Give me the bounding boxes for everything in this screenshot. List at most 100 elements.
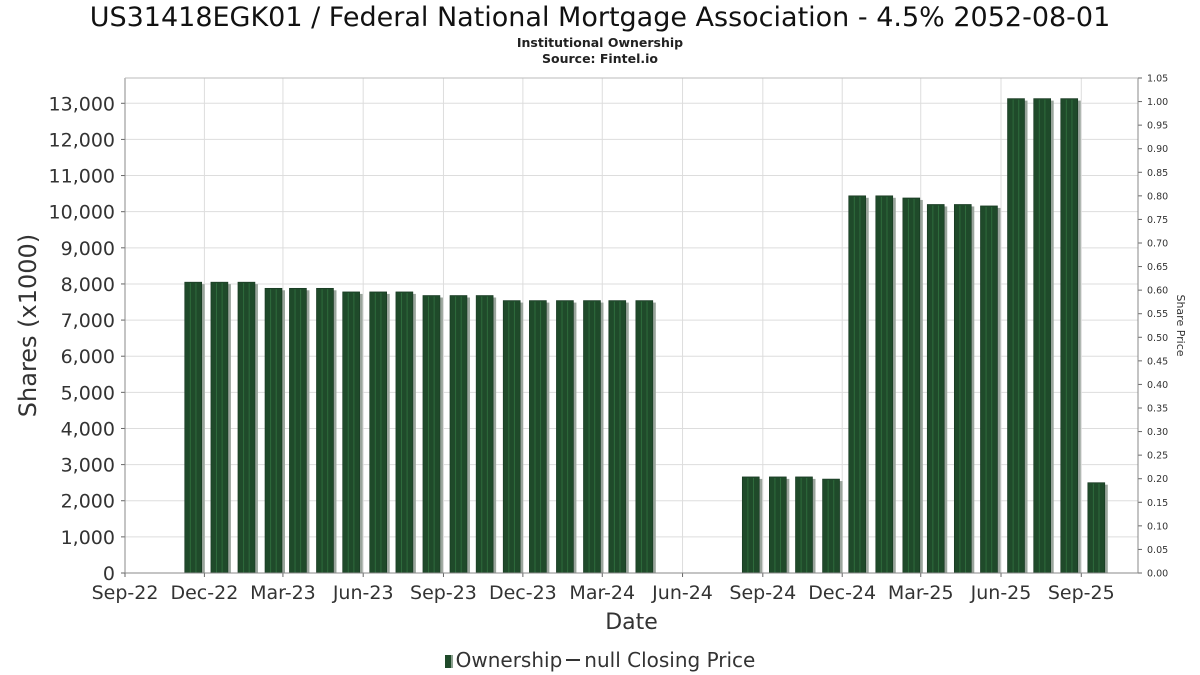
y2-tick-label: 1.00	[1147, 97, 1168, 108]
y-tick-label: 1,000	[61, 527, 115, 549]
ownership-bar	[529, 300, 550, 574]
chart-title: US31418EGK01 / Federal National Mortgage…	[89, 2, 1111, 33]
y2-axis-title: Share Price	[1174, 294, 1187, 356]
bar-body	[395, 291, 414, 574]
bar-body	[556, 300, 574, 574]
bar-body	[1007, 98, 1025, 574]
bar-body	[822, 478, 840, 574]
bar-body	[875, 195, 894, 574]
price-legend-swatch	[566, 659, 581, 661]
y-tick-label: 13,000	[49, 93, 115, 115]
x-tick-label: Sep-25	[1048, 582, 1115, 604]
y2-tick-label: 0.40	[1147, 380, 1168, 391]
y-axis-title: Shares (x1000)	[14, 234, 42, 417]
y2-tick-label: 0.10	[1147, 521, 1168, 532]
bar-body	[926, 204, 945, 574]
ownership-bar	[608, 300, 629, 574]
bar-body	[608, 300, 627, 574]
bar-body	[264, 287, 283, 574]
y-tick-label: 9,000	[61, 238, 115, 260]
ownership-bar	[848, 195, 869, 574]
ownership-bar	[635, 300, 656, 574]
ownership-bar	[926, 204, 948, 574]
bar-body	[635, 300, 654, 574]
bar-body	[475, 295, 494, 574]
ownership-bar	[449, 295, 470, 574]
x-tick-label: Jun-24	[651, 582, 713, 604]
y2-tick-label: 0.00	[1147, 569, 1168, 580]
y2-tick-label: 0.20	[1147, 474, 1168, 485]
ownership-bar	[237, 281, 258, 574]
y2-tick-label: 0.95	[1147, 121, 1168, 132]
ownership-bar	[184, 281, 205, 574]
y-tick-label: 6,000	[61, 346, 115, 368]
bars	[184, 98, 1108, 574]
y2-tick-label: 0.65	[1147, 262, 1168, 273]
ownership-bar	[875, 195, 896, 574]
bar-body	[316, 287, 334, 574]
ownership-bar	[1007, 98, 1028, 574]
ownership-bar	[583, 300, 604, 574]
y-tick-label: 2,000	[61, 491, 115, 513]
bar-body	[1060, 98, 1079, 574]
bar-body	[980, 205, 998, 574]
y2-tick-label: 0.15	[1147, 498, 1168, 509]
bar-body	[1033, 98, 1051, 574]
bar-body	[795, 476, 813, 574]
ownership-bar	[210, 281, 231, 574]
y2-tick-label: 0.35	[1147, 404, 1168, 415]
bar-body	[422, 295, 441, 574]
bar-body	[953, 204, 972, 574]
bar-body	[184, 281, 203, 574]
chart-source: Source: Fintel.io	[542, 51, 658, 66]
bar-body	[210, 281, 229, 574]
bar-body	[1087, 482, 1106, 574]
bar-body	[289, 287, 307, 574]
x-tick-label: Mar-24	[569, 582, 635, 604]
bar-body	[769, 476, 787, 574]
y-tick-label: 12,000	[49, 129, 115, 151]
x-tick-label: Sep-24	[729, 582, 796, 604]
y2-tick-label: 0.55	[1147, 309, 1168, 320]
x-tick-label: Dec-22	[170, 582, 238, 604]
ownership-bar	[902, 197, 923, 574]
y2-tick-label: 0.30	[1147, 427, 1168, 438]
ownership-bar	[1060, 98, 1081, 574]
bar-body	[741, 476, 760, 574]
bar-body	[583, 300, 601, 574]
x-tick-label: Mar-25	[888, 582, 954, 604]
y2-tick-label: 0.60	[1147, 286, 1168, 297]
ownership-bar	[316, 287, 337, 574]
ownership-bar	[795, 476, 816, 574]
y2-tick-label: 0.80	[1147, 191, 1168, 202]
y-tick-label: 7,000	[61, 310, 115, 332]
x-tick-label: Mar-23	[250, 582, 316, 604]
y2-tick-label: 0.45	[1147, 356, 1168, 367]
ownership-bar	[769, 476, 790, 574]
y-tick-label: 3,000	[61, 455, 115, 477]
y2-tick-label: 1.05	[1147, 74, 1168, 85]
ownership-chart: 0 1,000 2,000 3,000 4,000 5,000 6,000 7,000 8,00…	[14, 74, 1187, 636]
chart-subtitle: Institutional Ownership	[516, 35, 684, 50]
y2-tick-label: 0.90	[1147, 144, 1168, 155]
bar-body	[848, 195, 867, 574]
y2-tick-label: 0.05	[1147, 545, 1168, 556]
ownership-bar	[395, 291, 416, 574]
x-axis-title: Date	[605, 610, 658, 635]
y2-tick-label: 0.75	[1147, 215, 1168, 226]
ownership-bar	[556, 300, 577, 574]
x-tick-label: Dec-24	[808, 582, 876, 604]
y2-tick-label: 0.50	[1147, 333, 1168, 344]
y-tick-label: 11,000	[49, 166, 115, 188]
y2-tick-label: 0.25	[1147, 451, 1168, 462]
x-tick-label: Jun-23	[332, 582, 394, 604]
axis-labels: 0 1,000 2,000 3,000 4,000 5,000 6,000 7,000 8,00…	[14, 74, 1187, 636]
axes	[121, 77, 1142, 577]
legend-ownership-label: Ownership	[455, 648, 563, 672]
y-tick-label: 4,000	[61, 418, 115, 440]
ownership-bar	[953, 204, 975, 574]
ownership-bar	[980, 205, 1001, 574]
legend-price-label: null Closing Price	[584, 648, 756, 672]
x-tick-label: Sep-22	[92, 582, 159, 604]
ownership-bar	[342, 291, 363, 574]
